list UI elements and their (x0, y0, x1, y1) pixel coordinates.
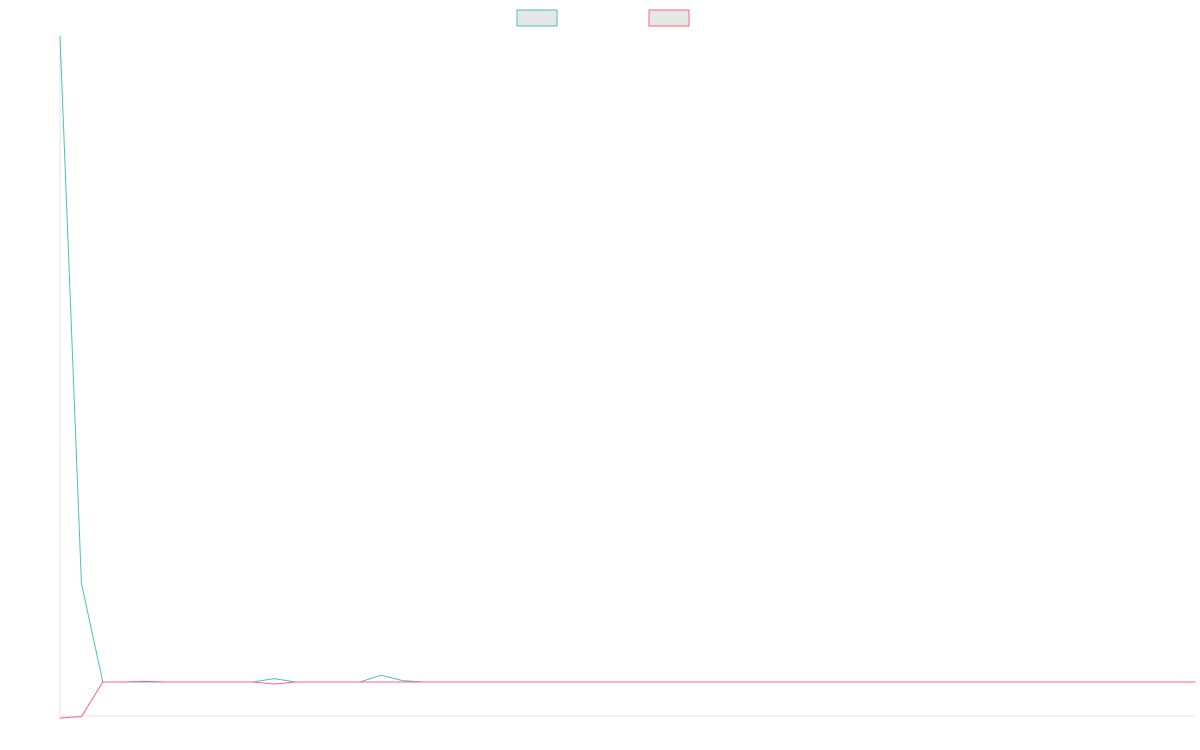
series-line-2 (59, 680, 1196, 719)
axes (59, 36, 1195, 717)
series-line-1 (59, 35, 1196, 683)
legend-swatch-1[interactable] (516, 9, 558, 27)
series-layer (59, 35, 1196, 719)
legend (516, 9, 690, 27)
legend-swatch-2[interactable] (648, 9, 690, 27)
